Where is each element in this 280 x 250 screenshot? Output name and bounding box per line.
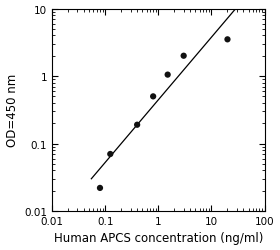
Point	[151, 95, 155, 99]
X-axis label: Human APCS concentration (ng/ml): Human APCS concentration (ng/ml)	[53, 232, 263, 244]
Point	[135, 123, 139, 127]
Y-axis label: OD=450 nm: OD=450 nm	[6, 74, 18, 147]
Point	[165, 73, 170, 77]
Point	[225, 38, 230, 42]
Point	[181, 54, 186, 58]
Point	[108, 152, 113, 156]
Point	[98, 186, 102, 190]
